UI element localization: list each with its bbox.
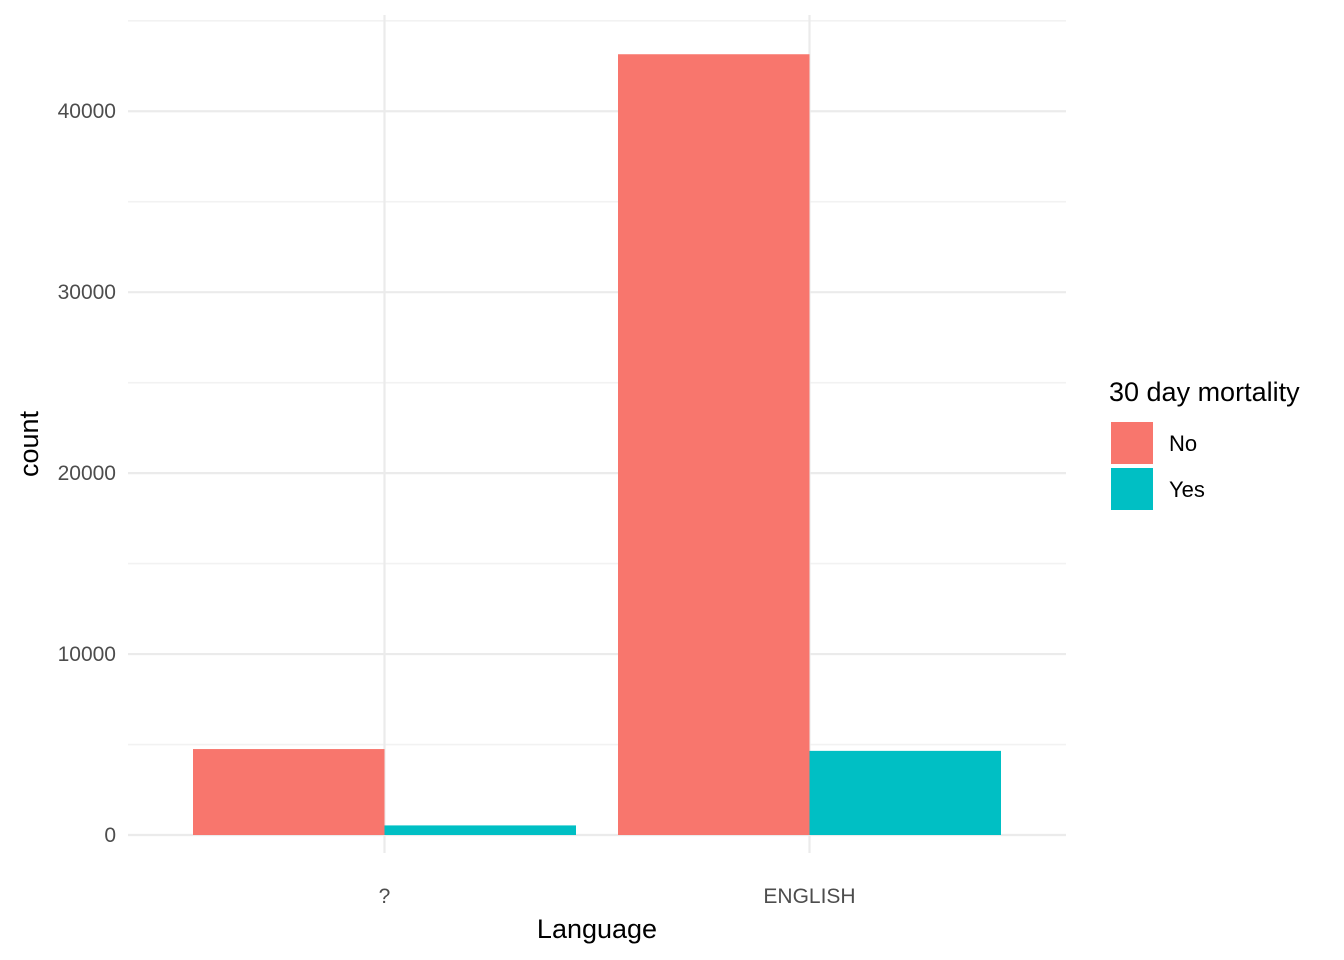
legend-key-no [1111,422,1153,464]
legend-label-yes: Yes [1169,477,1205,502]
bar-yes-1 [809,750,1001,835]
y-axis-title: count [14,410,44,477]
y-tick-label: 0 [104,824,116,847]
y-tick-label: 20000 [58,462,116,485]
y-tick-label: 40000 [58,100,116,123]
y-axis-ticks: 0 10000 20000 30000 40000 [58,100,116,847]
y-tick-label: 10000 [58,643,116,666]
legend-key-yes [1111,468,1153,510]
x-tick-label: ? [379,885,391,908]
x-axis-title: Language [537,914,657,944]
y-tick-label: 30000 [58,281,116,304]
bars [193,54,1001,836]
legend-title: 30 day mortality [1109,377,1300,407]
bar-yes-0 [384,825,576,835]
legend: 30 day mortality No Yes [1109,377,1300,510]
bar-no-0 [193,749,385,835]
x-axis-ticks: ? ENGLISH [379,885,856,908]
bar-no-1 [618,54,810,836]
x-tick-label: ENGLISH [763,885,855,908]
legend-items: No Yes [1111,422,1205,510]
legend-label-no: No [1169,431,1197,456]
grid-lines [128,15,1066,853]
